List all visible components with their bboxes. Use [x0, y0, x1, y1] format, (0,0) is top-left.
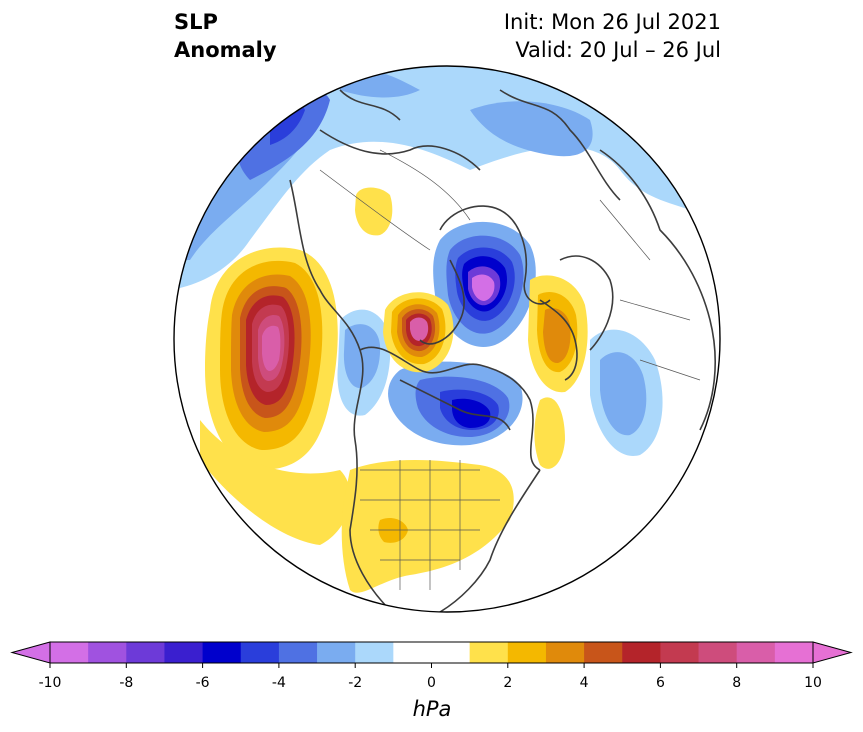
colorbar-extend-high	[812, 641, 853, 664]
map-title-left: SLP Anomaly	[174, 10, 277, 62]
colorbar-tick-label: -10	[39, 675, 62, 691]
anomaly-field	[174, 66, 720, 612]
borders	[319, 149, 701, 590]
colorbar-swatch	[393, 642, 432, 663]
colorbar-swatch	[202, 642, 242, 663]
colorbar-ticks: -10 -8 -6 -4 -2 0 2 4 6 8 10	[39, 663, 822, 691]
colorbar-swatch	[126, 642, 165, 663]
high-north-america	[341, 460, 514, 593]
colorbar-tick-label: 10	[804, 675, 822, 691]
map-title-right: Init: Mon 26 Jul 2021 Valid: 20 Jul – 26…	[503, 10, 721, 62]
colorbar-swatch	[164, 642, 204, 663]
colorbar-swatch	[698, 642, 738, 663]
anomaly-negative-ne	[470, 101, 593, 157]
coastlines	[289, 89, 716, 612]
colorbar-swatch	[545, 642, 585, 663]
colorbar-unit-label: hPa	[413, 697, 452, 721]
colorbar-swatch	[584, 642, 623, 663]
colorbar-extend-low	[10, 641, 51, 664]
colorbar-tick-label: 8	[732, 675, 741, 691]
colorbar-swatch	[469, 642, 509, 663]
colorbar-swatch	[88, 642, 127, 663]
colorbar-tick-label: 0	[427, 675, 436, 691]
colorbar-swatch	[355, 642, 394, 663]
polar-map	[173, 65, 721, 613]
colorbar-tick-label: -6	[196, 675, 210, 691]
colorbar-swatch	[317, 642, 356, 663]
colorbar-tick-label: 6	[656, 675, 665, 691]
colorbar-swatch	[774, 642, 814, 663]
colorbar-swatch	[622, 642, 661, 663]
colorbar-swatch	[240, 642, 280, 663]
colorbar-tick-label: -8	[119, 675, 133, 691]
colorbar-frame	[49, 641, 814, 664]
high-pacific-south	[200, 420, 351, 545]
colorbar-tick-label: -2	[348, 675, 362, 691]
colorbar-swatch	[431, 642, 471, 663]
colorbar-swatches	[10, 641, 853, 664]
high-siberia	[355, 187, 393, 236]
colorbar-tick-label: 2	[503, 675, 512, 691]
colorbar-tick-label: 4	[580, 675, 589, 691]
colorbar-swatch	[278, 642, 318, 663]
colorbar-swatch	[736, 642, 776, 663]
colorbar-swatch	[660, 642, 700, 663]
colorbar-swatch	[50, 642, 89, 663]
colorbar-swatch	[507, 642, 547, 663]
colorbar-tick-label: -4	[272, 675, 286, 691]
map-boundary	[173, 65, 721, 613]
